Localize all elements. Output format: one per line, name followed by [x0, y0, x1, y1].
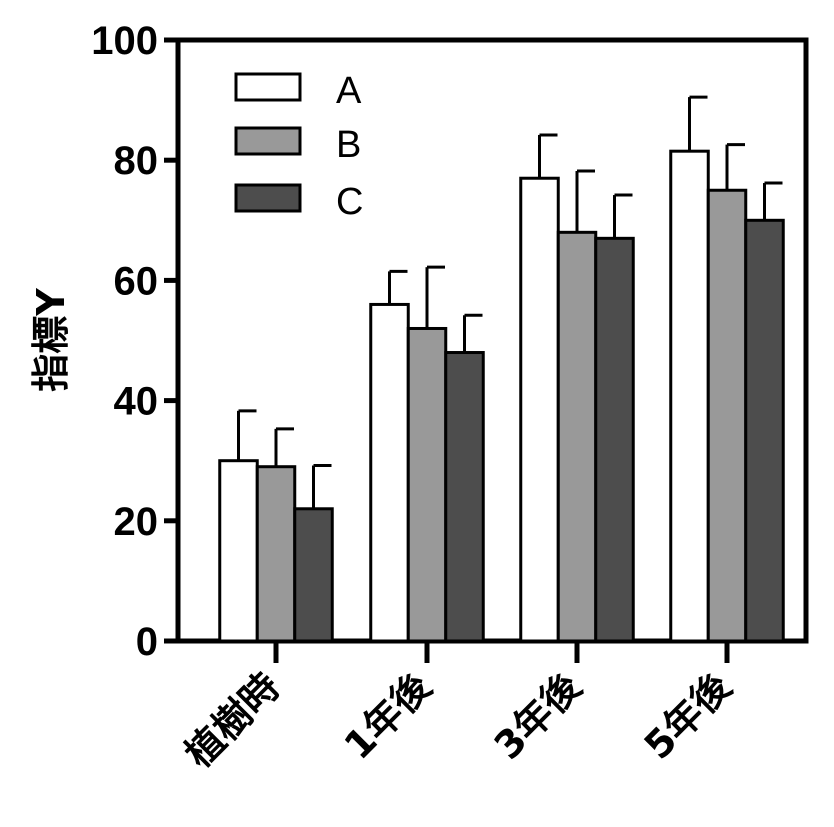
legend-swatch — [234, 126, 302, 156]
plot-frame — [175, 37, 809, 644]
bar — [706, 188, 748, 643]
bar — [406, 326, 448, 643]
legend-swatch — [234, 183, 302, 213]
legend-swatch — [234, 72, 302, 102]
bar — [556, 230, 598, 643]
y-axis-title: 指標Y — [29, 288, 73, 392]
bar — [519, 176, 560, 643]
x-category-label: 5年後 — [636, 664, 740, 768]
y-tick-label: 60 — [114, 259, 159, 303]
bar — [293, 507, 334, 643]
x-category-label: 1年後 — [336, 664, 440, 768]
bar — [669, 149, 710, 643]
legend-label: A — [336, 70, 362, 112]
legend-label: B — [336, 124, 361, 166]
y-tick-label: 0 — [136, 620, 158, 664]
bar — [594, 236, 635, 643]
bar — [444, 351, 485, 643]
y-tick-label: 80 — [114, 139, 159, 183]
y-tick-label: 100 — [91, 19, 158, 63]
bar — [218, 459, 259, 643]
legend-label: C — [336, 181, 363, 223]
bar — [369, 302, 410, 643]
x-category-label: 3年後 — [486, 664, 590, 768]
bar — [255, 465, 297, 643]
x-category-label: 植樹時 — [177, 664, 289, 776]
y-tick-label: 40 — [114, 380, 159, 424]
bar — [744, 218, 785, 643]
y-tick-label: 20 — [114, 500, 159, 544]
